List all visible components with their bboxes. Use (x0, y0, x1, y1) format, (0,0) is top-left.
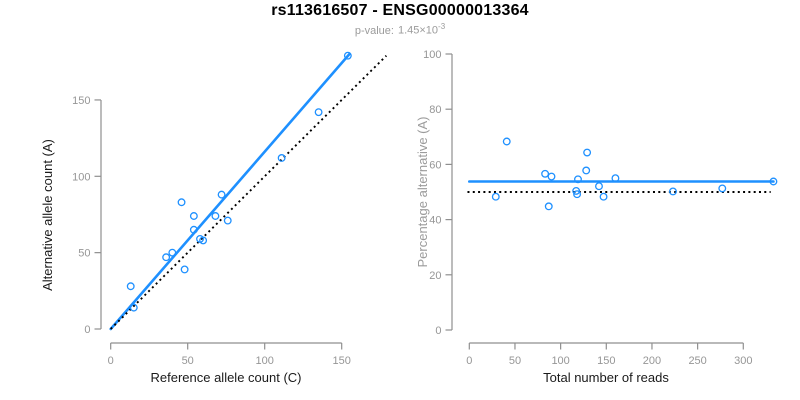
y-tick-label: 100 (423, 49, 441, 61)
data-point (718, 184, 727, 193)
y-tick-label: 40 (429, 215, 441, 227)
x-tick-label: 100 (256, 355, 274, 367)
data-point (189, 225, 198, 234)
data-point (343, 51, 352, 60)
y-tick-label: 60 (429, 159, 441, 171)
figure-subtitle: p-value: 1.45×10-3 (0, 22, 800, 37)
data-point (217, 190, 226, 199)
data-point (491, 192, 500, 201)
ref-vs-alt-scatter: 0 50 100 150 0 50 100 150 Reference allele count… (40, 51, 388, 385)
y-tick-label: 150 (72, 95, 90, 107)
y-axis-title: Alternative allele count (A) (40, 139, 55, 291)
figure-title: rs113616507 - ENSG00000013364 (271, 2, 529, 19)
x-tick-label: 100 (551, 355, 569, 367)
identity-line (110, 54, 388, 330)
data-point (180, 265, 189, 274)
x-tick-label: 250 (688, 355, 706, 367)
x-axis-title: Total number of reads (543, 370, 669, 385)
data-point (574, 175, 582, 184)
data-point (168, 248, 177, 257)
figure-header: rs113616507 - ENSG00000013364 p-value: 1.… (0, 2, 800, 37)
x-tick-label: 300 (734, 355, 752, 367)
data-point (189, 212, 198, 220)
data-point (177, 198, 186, 207)
data-point (769, 177, 778, 186)
data-point (582, 166, 591, 175)
x-tick-label: 0 (466, 355, 472, 367)
data-point (595, 182, 603, 191)
data-point (572, 186, 581, 195)
y-tick-label: 100 (72, 171, 90, 183)
data-point (544, 202, 553, 211)
data-point (199, 236, 208, 245)
x-tick-label: 0 (108, 355, 114, 367)
data-point (583, 148, 592, 157)
x-tick-label: 50 (182, 355, 194, 367)
data-point (126, 282, 135, 291)
x-tick-label: 50 (509, 355, 521, 367)
data-point (611, 174, 620, 183)
y-tick-label: 0 (84, 324, 90, 336)
y-tick-label: 50 (78, 248, 90, 260)
fit-line (109, 52, 351, 331)
data-point (669, 187, 677, 196)
data-point (547, 172, 556, 181)
data-point (211, 212, 220, 220)
data-point (502, 137, 511, 146)
pvalue-exponent: -3 (438, 22, 446, 31)
data-point (162, 253, 171, 262)
data-point (277, 154, 286, 162)
data-point (129, 303, 138, 312)
pvalue-value: 1.45×10 (397, 24, 439, 37)
x-tick-label: 150 (597, 355, 615, 367)
y-axis-title: Percentage alternative (A) (415, 116, 430, 267)
data-point (223, 216, 232, 225)
data-point (314, 108, 323, 117)
reads-vs-percentage-scatter: 0 50 100 150 200 250 300 0 20 40 60 80 100 Total numb… (415, 49, 778, 385)
x-tick-label: 150 (333, 355, 351, 367)
data-point (599, 192, 608, 201)
data-point (573, 190, 582, 199)
y-tick-label: 0 (435, 325, 441, 337)
pvalue-label: p-value: (354, 24, 394, 37)
y-tick-label: 20 (429, 270, 441, 282)
y-tick-label: 80 (429, 104, 441, 116)
data-point (541, 169, 550, 178)
x-tick-label: 200 (643, 355, 661, 367)
x-axis-title: Reference allele count (C) (150, 370, 301, 385)
